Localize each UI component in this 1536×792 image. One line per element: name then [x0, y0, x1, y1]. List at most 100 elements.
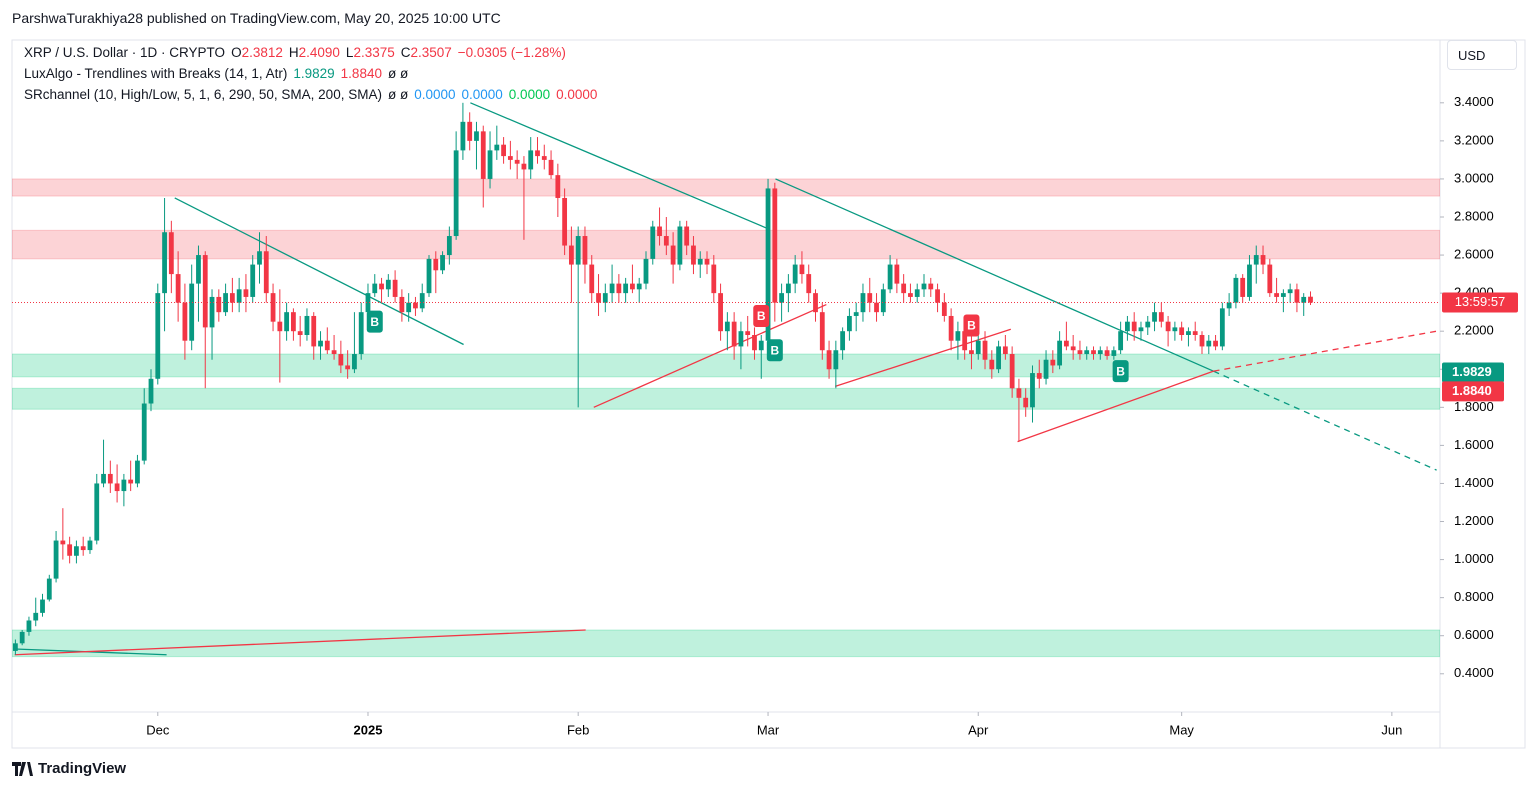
- trendline: [1213, 370, 1437, 471]
- indicator-value: 0.0000: [461, 87, 503, 102]
- candle-body: [406, 302, 412, 313]
- candle-body: [1233, 277, 1239, 303]
- candle-body: [1009, 354, 1015, 389]
- candle-body: [1274, 293, 1279, 297]
- candle-body: [962, 331, 968, 351]
- candle-body: [507, 156, 513, 160]
- candle-body: [806, 274, 812, 294]
- indicator-name: SRchannel (10, High/Low, 5, 1, 6, 290, 5…: [24, 87, 382, 102]
- brand-logo: [12, 761, 33, 776]
- candle-body: [446, 236, 452, 256]
- candle-body: [277, 321, 283, 332]
- candle-body: [982, 340, 988, 360]
- indicator-axis-label: 1.9829: [1452, 364, 1492, 379]
- candle-body: [94, 483, 100, 541]
- candle-body: [1043, 359, 1049, 379]
- break-marker: [963, 314, 980, 337]
- currency-button[interactable]: USD: [1447, 40, 1517, 70]
- candle-body: [657, 226, 662, 237]
- candle-body: [1287, 289, 1293, 294]
- candle-body: [19, 631, 25, 644]
- ohlc-value: 2.3812: [241, 45, 283, 60]
- candle-body: [955, 331, 961, 341]
- candle-body: [1186, 331, 1191, 335]
- candle-body: [1070, 346, 1076, 351]
- y-tick-label: 1.0000: [1454, 551, 1494, 566]
- candle-body: [521, 163, 527, 170]
- candle-body: [101, 473, 106, 484]
- candle-body: [1111, 350, 1117, 356]
- candle-body: [1213, 340, 1218, 347]
- candle-body: [711, 264, 717, 294]
- y-tick-label: 2.2000: [1454, 323, 1494, 338]
- candle-body: [209, 296, 215, 328]
- candle-body: [107, 473, 113, 484]
- candle-body: [935, 289, 940, 303]
- candle-body: [182, 302, 188, 341]
- candle-body: [318, 340, 323, 347]
- candle-body: [772, 188, 778, 303]
- candle-body: [589, 264, 595, 294]
- candle-body: [847, 315, 852, 332]
- candle-body: [792, 264, 798, 284]
- brand-name: TradingView: [38, 760, 127, 777]
- candle-body: [80, 546, 86, 551]
- brand: TradingView: [12, 760, 126, 777]
- ohlc: O2.3812: [231, 45, 283, 60]
- candle-body: [887, 264, 893, 290]
- indicator-value: 0.0000: [556, 87, 598, 102]
- ohlc-key: C: [400, 45, 411, 60]
- sr-zone: [12, 178, 1440, 197]
- candle-body: [731, 321, 737, 347]
- plot: B B B B B: [12, 102, 1440, 658]
- y-tick-label: 2.6000: [1454, 247, 1494, 262]
- candle-body: [541, 156, 547, 160]
- y-tick-label: 0.4000: [1454, 665, 1494, 680]
- candle-body: [582, 236, 588, 265]
- y-tick-label: 1.6000: [1454, 437, 1494, 452]
- candle-body: [867, 293, 873, 303]
- candle-body: [745, 331, 751, 335]
- candle-body: [840, 331, 846, 351]
- candle-body: [616, 283, 622, 294]
- indicator-axis-box: [1442, 381, 1504, 402]
- candle-body: [324, 340, 330, 351]
- candle-body: [1219, 308, 1225, 347]
- y-tick-label: 3.2000: [1454, 132, 1494, 147]
- candle-body: [880, 289, 886, 313]
- trendline: [174, 197, 464, 346]
- candle-body: [480, 131, 486, 179]
- candle-body: [555, 175, 561, 198]
- candle-body: [1050, 359, 1056, 366]
- candle-body: [331, 350, 337, 355]
- candle-body: [128, 479, 134, 484]
- candle-body: [1172, 327, 1178, 332]
- candle-body: [155, 293, 161, 379]
- candle-body: [535, 150, 540, 157]
- candle-body: [53, 540, 59, 579]
- candle-body: [1294, 289, 1300, 303]
- candle-body: [1097, 350, 1103, 355]
- candle-body: [684, 226, 690, 246]
- y-tick-label: 1.8000: [1454, 399, 1494, 414]
- candle-body: [460, 121, 466, 151]
- candle-body: [514, 159, 520, 164]
- break-marker: [766, 339, 783, 362]
- candle-body: [413, 302, 418, 309]
- candle-body: [1138, 327, 1144, 332]
- candle-body: [87, 540, 93, 551]
- candle-body: [623, 283, 629, 294]
- trendline: [14, 629, 586, 656]
- candle-body: [263, 251, 269, 294]
- legend-indicator: SRchannel (10, High/Low, 5, 1, 6, 290, 5…: [24, 87, 603, 102]
- break-label: B: [757, 309, 766, 323]
- candle-body: [1206, 340, 1212, 347]
- candle-body: [874, 302, 879, 313]
- candle-body: [677, 226, 683, 265]
- symbol: XRP / U.S. Dollar · 1D · CRYPTO: [24, 45, 226, 60]
- candle-body: [352, 354, 357, 370]
- candle-body: [609, 283, 615, 294]
- candle-body: [1016, 388, 1022, 398]
- candle-body: [453, 150, 459, 237]
